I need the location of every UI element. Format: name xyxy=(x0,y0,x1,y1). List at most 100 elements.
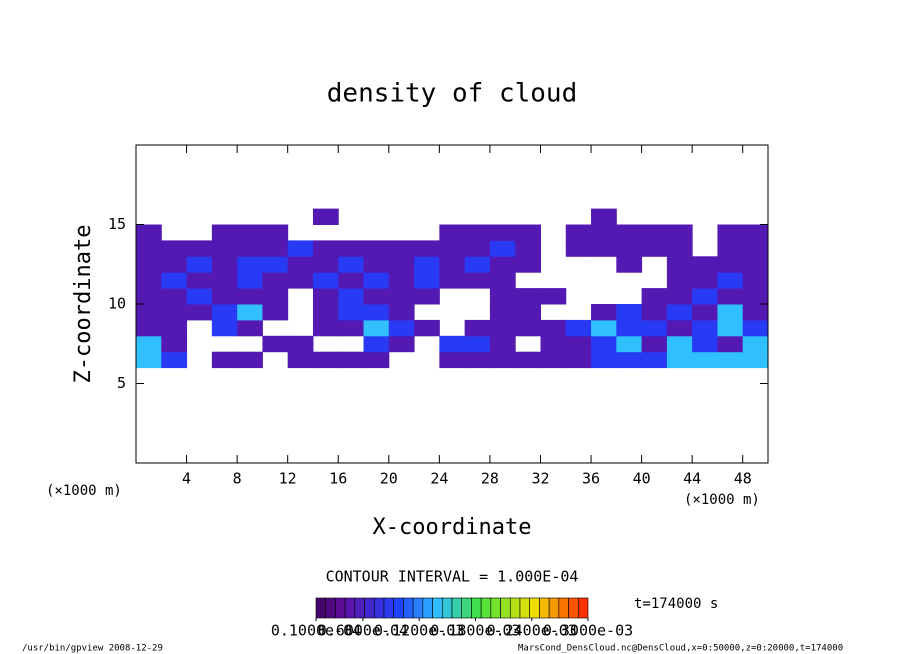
contour-cell xyxy=(489,256,516,273)
contour-cell xyxy=(717,240,744,257)
contour-cell xyxy=(211,319,238,337)
contour-cell xyxy=(439,272,466,289)
contour-cell xyxy=(742,335,769,353)
contour-cell xyxy=(262,272,289,289)
contour-cell xyxy=(540,288,567,305)
contour-cell xyxy=(489,335,516,353)
x-tick-label: 24 xyxy=(430,470,448,488)
contour-cell xyxy=(515,224,541,241)
colorbar-segment xyxy=(403,597,414,619)
contour-cell xyxy=(591,335,617,353)
contour-cell xyxy=(717,335,744,353)
colorbar-segment xyxy=(422,597,433,619)
contour-cell xyxy=(616,351,643,369)
colorbar-segment xyxy=(315,597,327,619)
x-unit: (×1000 m) xyxy=(46,483,122,499)
contour-cell xyxy=(717,351,744,369)
contour-cell xyxy=(414,240,440,257)
contour-cell xyxy=(540,335,567,353)
contour-cell xyxy=(666,351,693,369)
colorbar-segment xyxy=(519,597,531,619)
colorbar-tick-label: 0.3000e-03 xyxy=(543,622,633,640)
contour-cell xyxy=(641,335,668,353)
contour-cell xyxy=(515,288,541,305)
contour-cell xyxy=(136,256,162,273)
colorbar-segment xyxy=(548,597,560,619)
colorbar-segment xyxy=(373,597,385,619)
contour-cell xyxy=(388,272,415,289)
contour-cell xyxy=(287,335,314,353)
contour-cell xyxy=(464,272,491,289)
x-tick-label: 12 xyxy=(279,470,297,488)
contour-cell xyxy=(439,351,466,369)
contour-cell xyxy=(666,256,693,273)
contour-cell xyxy=(161,304,188,321)
contour-cell xyxy=(136,288,162,305)
contour-cell xyxy=(439,240,466,257)
contour-cell xyxy=(161,272,188,289)
contour-cell xyxy=(338,256,365,273)
contour-cell xyxy=(565,335,592,353)
contour-cell xyxy=(211,224,238,241)
contour-cell xyxy=(666,319,693,337)
y-tick-label: 10 xyxy=(108,295,126,313)
contour-cell xyxy=(641,351,668,369)
contour-cell xyxy=(338,351,365,369)
contour-cell xyxy=(692,335,718,353)
contour-cell xyxy=(136,272,162,289)
contour-cell xyxy=(312,351,339,369)
contour-cell xyxy=(338,319,365,337)
colorbar-segment xyxy=(577,597,589,619)
contour-cell xyxy=(287,272,314,289)
contour-cell xyxy=(363,351,390,369)
contour-cell xyxy=(641,288,668,305)
contour-cell xyxy=(439,335,466,353)
contour-cell xyxy=(363,240,390,257)
contour-cell xyxy=(641,304,668,321)
contour-cell xyxy=(489,319,516,337)
contour-cell xyxy=(464,224,491,241)
contour-cell xyxy=(161,351,188,369)
colorbar-segment xyxy=(471,597,482,619)
contour-cell xyxy=(287,240,314,257)
contour-cell xyxy=(287,256,314,273)
x-tick-label: 16 xyxy=(329,470,347,488)
contour-cell xyxy=(211,240,238,257)
x-tick-label: 28 xyxy=(481,470,499,488)
contour-cell xyxy=(641,224,668,241)
x-tick-label: 48 xyxy=(734,470,752,488)
contour-cell xyxy=(565,319,592,337)
contour-cell xyxy=(338,240,365,257)
contour-cell xyxy=(717,224,744,241)
contour-cell xyxy=(237,288,263,305)
colorbar-segment xyxy=(325,597,336,619)
contour-cell xyxy=(363,256,390,273)
contour-cell xyxy=(237,272,263,289)
contour-cell xyxy=(692,256,718,273)
contour-cell xyxy=(489,224,516,241)
contour-cell xyxy=(616,335,643,353)
contour-cell xyxy=(136,224,162,241)
contour-cell xyxy=(666,272,693,289)
contour-cell xyxy=(136,335,162,353)
colorbar-segment xyxy=(335,597,346,619)
contour-cell xyxy=(717,288,744,305)
contour-cell xyxy=(616,304,643,321)
x-tick-label: 8 xyxy=(233,470,242,488)
contour-cell xyxy=(666,335,693,353)
contour-cell xyxy=(211,272,238,289)
colorbar-tick-label: 0.1000e-04 xyxy=(271,622,361,640)
contour-cell xyxy=(312,319,339,337)
contour-cell xyxy=(742,319,769,337)
contour-cell xyxy=(363,335,390,353)
contour-cell xyxy=(136,240,162,257)
contour-cell xyxy=(464,351,491,369)
colorbar-segment xyxy=(500,597,511,619)
colorbar-segment xyxy=(529,597,540,619)
contour-cell xyxy=(262,304,289,321)
contour-cell xyxy=(262,256,289,273)
contour-cell xyxy=(439,256,466,273)
contour-cell xyxy=(591,224,617,241)
contour-cell xyxy=(666,224,693,241)
colorbar-segment xyxy=(451,597,463,619)
